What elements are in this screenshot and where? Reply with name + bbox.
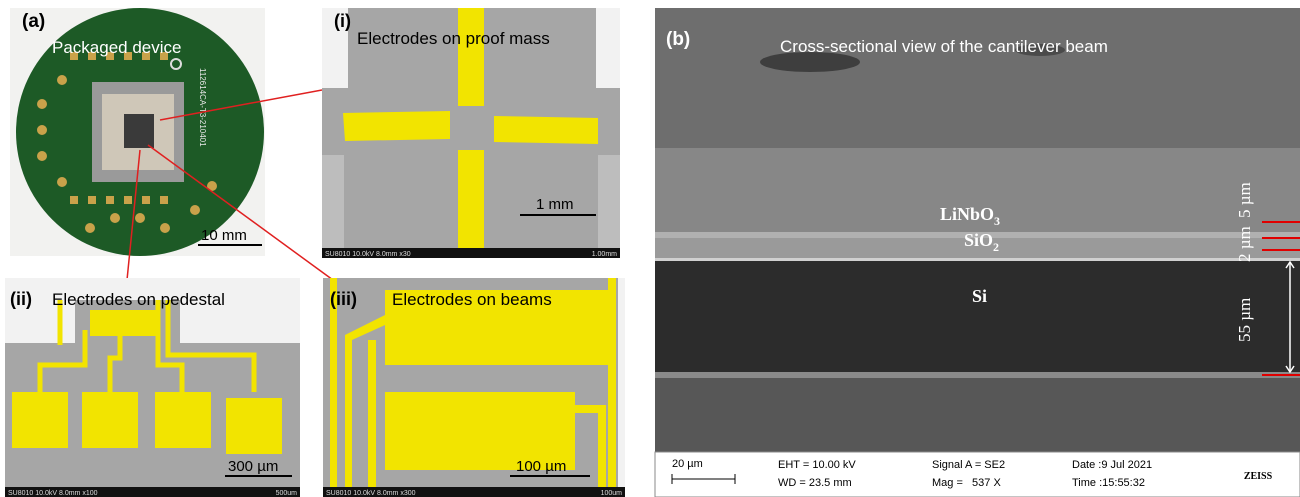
panel-iii: (iii) Electrodes on beams 100 µm SU8010 … [323, 278, 625, 497]
electrode [368, 340, 376, 487]
panel-title: Electrodes on proof mass [357, 29, 550, 48]
panel-a: (a) Packaged device 112614CA-T3-210401 1… [10, 8, 265, 256]
logo: ZEISS [1244, 471, 1273, 482]
panel-title: Cross-sectional view of the cantilever b… [780, 37, 1108, 56]
void [618, 278, 625, 487]
layer-name: SiO [964, 230, 993, 250]
scale-label: 10 mm [201, 227, 247, 244]
panel-label: (i) [334, 11, 351, 31]
panel-label: (ii) [10, 289, 32, 309]
panel-label: (iii) [330, 289, 357, 309]
panel-title: Packaged device [52, 38, 181, 57]
void [322, 155, 344, 248]
scale-label: 300 µm [228, 458, 278, 475]
layer-interface [655, 372, 1300, 378]
electrode [330, 278, 337, 487]
panel-label: (a) [22, 11, 45, 32]
scale-label: 1 mm [536, 196, 574, 213]
panel-i: (i) Electrodes on proof mass 1 mm SU8010… [322, 8, 620, 258]
electrode [458, 8, 484, 106]
layer-interface [655, 258, 1300, 261]
layer-si [655, 261, 1300, 376]
pad [88, 196, 96, 204]
panel-title: Electrodes on beams [392, 290, 552, 309]
electrode [598, 405, 606, 487]
sem-info: SU8010 10.0kV 8.0mm x30 [325, 251, 411, 258]
pcb-text: 112614CA-T3-210401 [198, 68, 207, 147]
electrode [494, 116, 598, 144]
pad [124, 196, 132, 204]
hole [190, 205, 200, 215]
electrode [226, 398, 282, 454]
surface [655, 8, 1300, 148]
electrode [12, 392, 68, 448]
die [124, 114, 154, 148]
panel-title: Electrodes on pedestal [52, 290, 225, 309]
thickness-label: 5 µm [1235, 182, 1254, 218]
electrode [458, 150, 484, 248]
layer-name: LiNbO [940, 204, 994, 224]
pad [70, 196, 78, 204]
hole [57, 75, 67, 85]
sem-info: Mag = 537 X [932, 477, 1001, 489]
hole [37, 99, 47, 109]
panel-ii: (ii) Electrodes on pedestal 300 µm SU801… [5, 278, 300, 497]
layer-label: Si [972, 286, 987, 306]
electrode [82, 392, 138, 448]
layer-sub: 3 [994, 214, 1000, 228]
hole [57, 177, 67, 187]
sem-info: Time :15:55:32 [1072, 477, 1145, 489]
void [596, 8, 620, 88]
panel-b: (b) Cross-sectional view of the cantilev… [655, 8, 1300, 497]
void [598, 155, 620, 248]
sem-scale: 1.00mm [592, 251, 617, 258]
electrode [155, 392, 211, 448]
electrode [575, 405, 600, 413]
sem-scale: 100um [601, 490, 623, 497]
substrate-bottom [655, 378, 1300, 452]
hole [135, 213, 145, 223]
pad [142, 196, 150, 204]
thickness-label: 2 µm [1235, 226, 1254, 262]
hole [110, 213, 120, 223]
sem-info: WD = 23.5 mm [778, 477, 852, 489]
layer-sub: 2 [993, 240, 999, 254]
thickness-label: 55 µm [1235, 298, 1254, 342]
sem-info: Signal A = SE2 [932, 459, 1005, 471]
sem-info: SU8010 10.0kV 8.0mm x300 [326, 490, 416, 497]
electrode [343, 111, 450, 141]
scale-label: 20 µm [672, 458, 703, 470]
panel-label: (b) [666, 29, 690, 50]
electrode [608, 278, 616, 487]
sem-scale: 500um [276, 490, 298, 497]
sem-info: EHT = 10.00 kV [778, 459, 856, 471]
hole [85, 223, 95, 233]
pad [106, 196, 114, 204]
hole [160, 223, 170, 233]
scale-label: 100 µm [516, 458, 566, 475]
hole [37, 151, 47, 161]
hole [37, 125, 47, 135]
sem-info: Date :9 Jul 2021 [1072, 459, 1152, 471]
figure: (a) Packaged device 112614CA-T3-210401 1… [0, 0, 1300, 497]
pad [160, 196, 168, 204]
sem-info: SU8010 10.0kV 8.0mm x100 [8, 490, 98, 497]
layer-name: Si [972, 286, 987, 306]
electrode [90, 310, 160, 336]
